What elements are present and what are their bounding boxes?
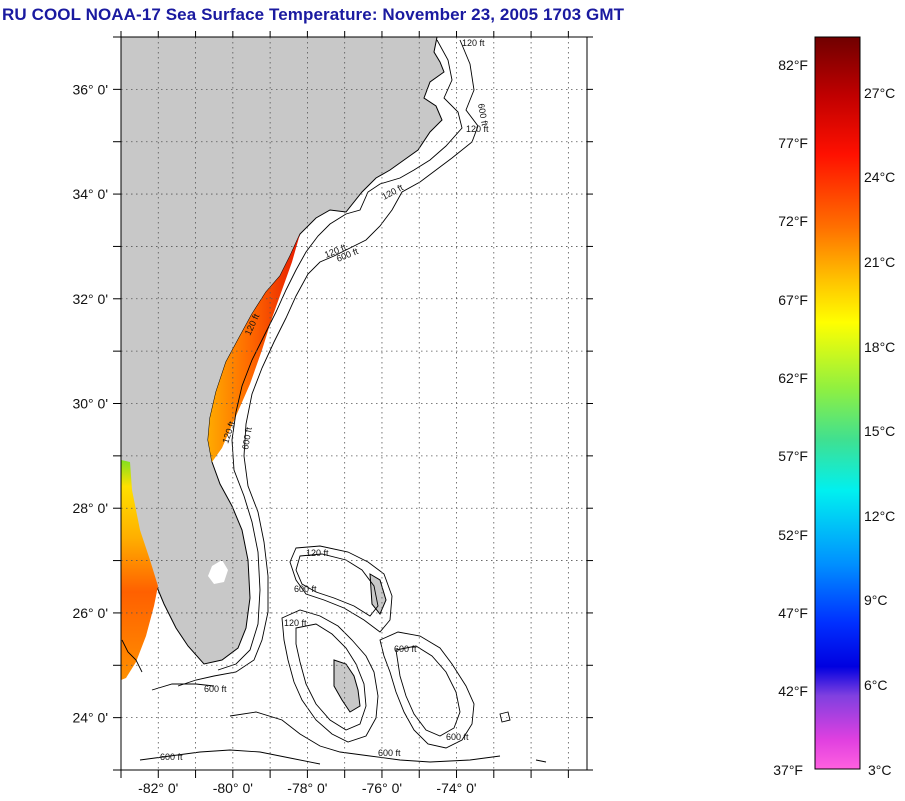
lat-tick-label: 30° 0' xyxy=(72,396,108,412)
colorbar-c-label: 21°C xyxy=(864,254,895,270)
contour-label-600ft: 600 ft xyxy=(446,732,469,742)
isobath-contours xyxy=(121,39,547,765)
lon-tick-label: -78° 0' xyxy=(287,780,327,796)
lon-tick-label: -80° 0' xyxy=(213,780,253,796)
contour-label-120ft: 120 ft xyxy=(284,618,307,628)
lat-tick-label: 36° 0' xyxy=(72,81,108,97)
us-land xyxy=(121,37,445,665)
colorbar-f-label: 77°F xyxy=(778,135,808,151)
colorbar-f-label: 72°F xyxy=(778,213,808,229)
contour-label-120ft: 120 ft xyxy=(462,38,485,48)
lat-tick-label: 28° 0' xyxy=(72,500,108,516)
colorbar-c-label: 18°C xyxy=(864,339,895,355)
contour-label-600ft: 600 ft xyxy=(204,684,227,694)
colorbar-c-label: 24°C xyxy=(864,169,895,185)
contour-label-600ft: 600 ft xyxy=(294,584,317,594)
lon-tick-label: -74° 0' xyxy=(436,780,476,796)
chart-title: RU COOL NOAA-17 Sea Surface Temperature:… xyxy=(2,5,625,24)
lat-tick-label: 24° 0' xyxy=(72,710,108,726)
colorbar-f-label: 37°F xyxy=(773,762,803,778)
colorbar-f-label: 62°F xyxy=(778,370,808,386)
contour-label-600ft: 600 ft xyxy=(476,103,490,127)
lat-tick-label: 32° 0' xyxy=(72,291,108,307)
sst-swath-gulf xyxy=(121,460,158,680)
contour-label-120ft: 120 ft xyxy=(380,182,405,202)
map-grid xyxy=(121,37,587,770)
colorbar-c-label: 3°C xyxy=(868,762,892,778)
colorbar-f-label: 47°F xyxy=(778,605,808,621)
colorbar-f-label: 52°F xyxy=(778,527,808,543)
colorbar xyxy=(814,36,861,770)
longitude-labels: -82° 0' -80° 0' -78° 0' -76° 0' -74° 0' xyxy=(138,780,476,796)
colorbar-f-label: 42°F xyxy=(778,683,808,699)
colorbar-c-label: 9°C xyxy=(864,592,888,608)
map-axes xyxy=(113,31,593,778)
contour-label-600ft: 600 ft xyxy=(160,752,183,762)
colorbar-f-label: 82°F xyxy=(778,57,808,73)
lon-tick-label: -82° 0' xyxy=(138,780,178,796)
contour-label-120ft: 120 ft xyxy=(306,548,329,558)
map-content: 120 ft 600 ft 120 ft 120 ft 120 ft 600 f… xyxy=(121,37,587,770)
lat-tick-label: 26° 0' xyxy=(72,605,108,621)
sst-swath-atlantic xyxy=(208,234,300,462)
contour-label-120ft: 120 ft xyxy=(466,124,489,134)
bahamas-island xyxy=(333,659,361,713)
colorbar-c-label: 27°C xyxy=(864,85,895,101)
latitude-labels: 24° 0' 26° 0' 28° 0' 30° 0' 32° 0' 34° 0… xyxy=(72,81,108,725)
bahamas-island xyxy=(369,573,387,615)
colorbar-f-label: 67°F xyxy=(778,292,808,308)
lat-tick-label: 34° 0' xyxy=(72,186,108,202)
contour-label-600ft: 600 ft xyxy=(378,748,401,758)
colorbar-c-label: 6°C xyxy=(864,677,888,693)
lake-okeechobee xyxy=(208,560,228,584)
contour-label-600ft: 600 ft xyxy=(394,644,417,654)
colorbar-celsius-labels: 27°C 24°C 21°C 18°C 15°C 12°C 9°C 6°C 3°… xyxy=(864,85,895,778)
colorbar-fahrenheit-labels: 82°F 77°F 72°F 67°F 62°F 57°F 52°F 47°F … xyxy=(773,57,808,778)
lon-tick-label: -76° 0' xyxy=(362,780,402,796)
colorbar-c-label: 12°C xyxy=(864,508,895,524)
colorbar-c-label: 15°C xyxy=(864,423,895,439)
colorbar-f-label: 57°F xyxy=(778,448,808,464)
contour-label-600ft: 600 ft xyxy=(240,426,254,450)
